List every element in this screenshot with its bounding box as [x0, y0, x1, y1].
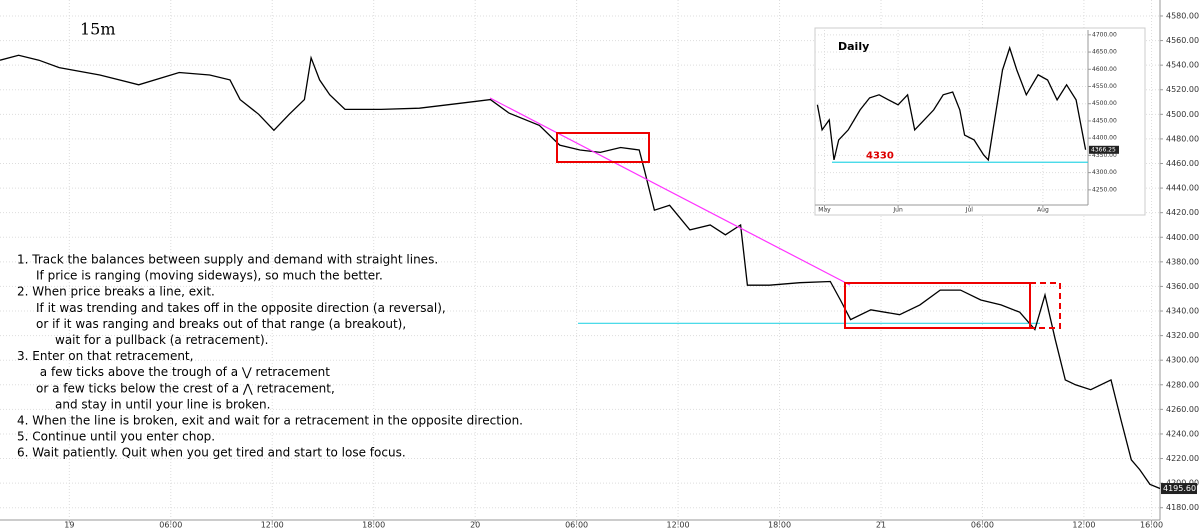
y-tick-label: 4420.00: [1166, 208, 1199, 217]
x-tick-label: 18:00: [362, 521, 385, 530]
instruction-line: or if it was ranging and breaks out of t…: [36, 317, 406, 331]
y-tick-label: 4220.00: [1166, 454, 1199, 463]
last-price-label: 4195.60: [1163, 484, 1196, 493]
last-price-label: 4366.25: [1091, 146, 1116, 153]
level-label: 4330: [866, 150, 894, 161]
x-tick-label: 21: [876, 521, 886, 530]
x-tick-label: Jul: [965, 207, 974, 214]
x-tick-label: 16:00: [1140, 521, 1163, 530]
y-tick-label: 4260.00: [1166, 405, 1199, 414]
y-tick-label: 4600.00: [1092, 66, 1117, 73]
instruction-line: a few ticks above the trough of a ⋁ retr…: [40, 365, 330, 379]
y-tick-label: 4540.00: [1166, 61, 1199, 70]
inset-title: Daily: [838, 40, 869, 53]
timeframe-label: 15m: [80, 20, 116, 39]
breakout-box: [1029, 282, 1061, 329]
y-tick-label: 4280.00: [1166, 380, 1199, 389]
y-tick-label: 4700.00: [1092, 31, 1117, 38]
y-tick-label: 4440.00: [1166, 184, 1199, 193]
x-tick-label: May: [818, 207, 831, 214]
y-tick-label: 4400.00: [1166, 233, 1199, 242]
instruction-line: 2. When price breaks a line, exit.: [17, 285, 215, 299]
inset-chart: 4250.00 4300.00 4350.00 4400.00 4450.00 4500.…: [815, 30, 1119, 214]
y-tick-label: 4460.00: [1166, 159, 1199, 168]
y-tick-label: 4520.00: [1166, 85, 1199, 94]
instruction-line: and stay in until your line is broken.: [55, 397, 270, 411]
range-box: [556, 132, 650, 163]
x-tick-label: 12:00: [261, 521, 284, 530]
trend-line: [489, 97, 851, 286]
y-tick-label: 4480.00: [1166, 134, 1199, 143]
x-tick-label: 12:00: [667, 521, 690, 530]
y-tick-label: 4240.00: [1166, 429, 1199, 438]
y-tick-label: 4340.00: [1166, 307, 1199, 316]
y-tick-label: 4550.00: [1092, 83, 1117, 90]
y-tick-label: 4350.00: [1092, 152, 1117, 159]
range-box: [844, 282, 1031, 329]
y-tick-label: 4500.00: [1166, 110, 1199, 119]
y-tick-label: 4400.00: [1092, 135, 1117, 142]
y-tick-label: 4650.00: [1092, 49, 1117, 56]
x-tick-label: 06:00: [159, 521, 182, 530]
instruction-line: If it was trending and takes off in the …: [36, 301, 446, 315]
x-tick-label: 19: [64, 521, 74, 530]
x-tick-label: 06:00: [971, 521, 994, 530]
instruction-line: 3. Enter on that retracement,: [17, 349, 193, 363]
x-tick-label: Aug: [1037, 207, 1049, 214]
price-line: [0, 54, 1161, 490]
y-tick-label: 4500.00: [1092, 100, 1117, 107]
instruction-line: wait for a pullback (a retracement).: [55, 333, 268, 347]
y-tick-label: 4300.00: [1092, 169, 1117, 176]
instruction-line: 6. Wait patiently. Quit when you get tir…: [17, 446, 406, 460]
instruction-line: 5. Continue until you enter chop.: [17, 430, 215, 444]
instruction-line: If price is ranging (moving sideways), s…: [36, 269, 383, 283]
x-tick-label: Jun: [892, 207, 903, 214]
y-tick-label: 4560.00: [1166, 36, 1199, 45]
y-tick-label: 4450.00: [1092, 117, 1117, 124]
last-price-box: [1089, 145, 1119, 154]
instruction-line: 1. Track the balances between supply and…: [17, 253, 438, 267]
y-tick-label: 4320.00: [1166, 331, 1199, 340]
x-tick-label: 18:00: [768, 521, 791, 530]
y-tick-label: 4380.00: [1166, 257, 1199, 266]
y-tick-label: 4250.00: [1092, 186, 1117, 193]
last-price-box: [1161, 483, 1197, 495]
instruction-line: or a few ticks below the crest of a ⋀ re…: [36, 381, 335, 395]
x-tick-label: 20: [470, 521, 480, 530]
y-tick-label: 4580.00: [1166, 11, 1199, 20]
y-tick-label: 4180.00: [1166, 503, 1199, 512]
price-line: [816, 45, 1087, 162]
y-tick-label: 4360.00: [1166, 282, 1199, 291]
x-tick-label: 06:00: [565, 521, 588, 530]
x-tick-label: 12:00: [1072, 521, 1095, 530]
y-tick-label: 4300.00: [1166, 356, 1199, 365]
instruction-line: 4. When the line is broken, exit and wai…: [17, 414, 523, 428]
inset-frame: [814, 27, 1146, 216]
instructions: 1. Track the balances between supply and…: [17, 253, 523, 460]
